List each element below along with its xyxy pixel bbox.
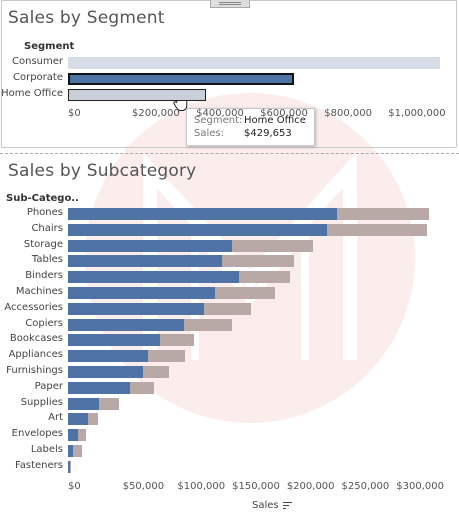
segment-tick-label: $600,000 bbox=[260, 108, 308, 119]
segment-bar[interactable] bbox=[68, 73, 295, 85]
subcategory-selected-bar[interactable] bbox=[68, 381, 131, 394]
subcategory-label: Bookcases bbox=[9, 333, 63, 345]
subcategory-label: Phones bbox=[26, 207, 63, 218]
subcategory-label: Tables bbox=[31, 254, 63, 266]
subcategory-selected-bar[interactable] bbox=[68, 255, 223, 268]
subcategory-label: Paper bbox=[34, 380, 63, 392]
subcategory-label: Chairs bbox=[31, 222, 63, 234]
segment-tick-label: $1,000,000 bbox=[388, 108, 446, 119]
subcategory-tick-label: $50,000 bbox=[122, 481, 165, 492]
segment-tick-label: $800,000 bbox=[324, 108, 372, 119]
subcategory-selected-bar[interactable] bbox=[68, 271, 239, 284]
subcategory-label: Fasteners bbox=[14, 459, 63, 471]
subcategory-tick-label: $250,000 bbox=[341, 481, 390, 492]
subcategory-selected-bar[interactable] bbox=[68, 445, 74, 457]
tooltip-segment-value: Home Office bbox=[244, 115, 306, 126]
subcategory-selected-bar[interactable] bbox=[68, 397, 99, 410]
subcategory-selected-bar[interactable] bbox=[68, 287, 215, 299]
subcategory-tick-label: $150,000 bbox=[232, 481, 280, 492]
tooltip-sales-value: $429,653 bbox=[244, 128, 292, 139]
segment-tick-label: $400,000 bbox=[196, 108, 244, 119]
subcategory-label: Supplies bbox=[20, 396, 63, 408]
segment-label: Corporate bbox=[13, 72, 63, 83]
subcategory-label: Copiers bbox=[25, 317, 63, 329]
segment-axis-header: Segment bbox=[24, 41, 75, 52]
subcategory-label: Envelopes bbox=[11, 428, 63, 440]
tooltip-sales-key: Sales: bbox=[194, 128, 224, 139]
segment-tick-label: $200,000 bbox=[132, 108, 180, 119]
segment-chart-title: Sales by Segment bbox=[8, 8, 165, 28]
subcategory-label: Binders bbox=[25, 270, 63, 282]
subcategory-selected-bar[interactable] bbox=[68, 413, 88, 426]
subcategory-selected-bar[interactable] bbox=[68, 318, 184, 331]
subcategory-selected-bar[interactable] bbox=[68, 302, 204, 315]
segment-tooltip: Segment: Home Office Sales: $429,653 bbox=[186, 108, 315, 146]
subcategory-label: Appliances bbox=[8, 349, 63, 361]
subcategory-label: Art bbox=[48, 412, 63, 424]
resize-grip[interactable] bbox=[210, 0, 250, 8]
tooltip-segment-key: Segment: bbox=[194, 115, 243, 126]
segment-label: Home Office bbox=[1, 88, 63, 99]
segment-bar[interactable] bbox=[68, 89, 206, 101]
sales-axis-label: Sales bbox=[252, 500, 279, 511]
subcategory-label: Labels bbox=[30, 444, 63, 455]
subcategory-axis-header: Sub-Catego.. bbox=[6, 193, 79, 204]
subcategory-selected-bar[interactable] bbox=[68, 334, 160, 347]
subcategory-label: Machines bbox=[15, 286, 63, 297]
subcategory-selected-bar[interactable] bbox=[68, 223, 328, 236]
sort-descending-icon[interactable] bbox=[282, 501, 292, 509]
subcategory-total-bar[interactable] bbox=[68, 460, 72, 473]
segment-bar[interactable] bbox=[68, 57, 440, 69]
subcategory-selected-bar[interactable] bbox=[68, 350, 148, 363]
subcategory-label: Accessories bbox=[4, 301, 63, 313]
subcategory-selected-bar[interactable] bbox=[68, 429, 78, 442]
subcategory-label: Furnishings bbox=[6, 365, 63, 376]
segment-tick-label: $0 bbox=[68, 108, 81, 119]
subcategory-tick-label: $300,000 bbox=[396, 481, 444, 492]
subcategory-selected-bar[interactable] bbox=[68, 460, 70, 473]
sales-axis-title[interactable]: Sales bbox=[252, 500, 292, 511]
subcategory-tick-label: $100,000 bbox=[177, 481, 226, 492]
subcategory-tick-label: $200,000 bbox=[286, 481, 335, 492]
segment-label: Consumer bbox=[12, 56, 63, 67]
subcategory-tick-label: $0 bbox=[68, 481, 81, 492]
subcategory-selected-bar[interactable] bbox=[68, 366, 144, 378]
panel-divider bbox=[0, 153, 459, 154]
subcategory-selected-bar[interactable] bbox=[68, 239, 233, 252]
subcategory-selected-bar[interactable] bbox=[68, 208, 338, 220]
subcategory-chart-title: Sales by Subcategory bbox=[8, 161, 197, 181]
subcategory-label: Storage bbox=[23, 238, 63, 250]
